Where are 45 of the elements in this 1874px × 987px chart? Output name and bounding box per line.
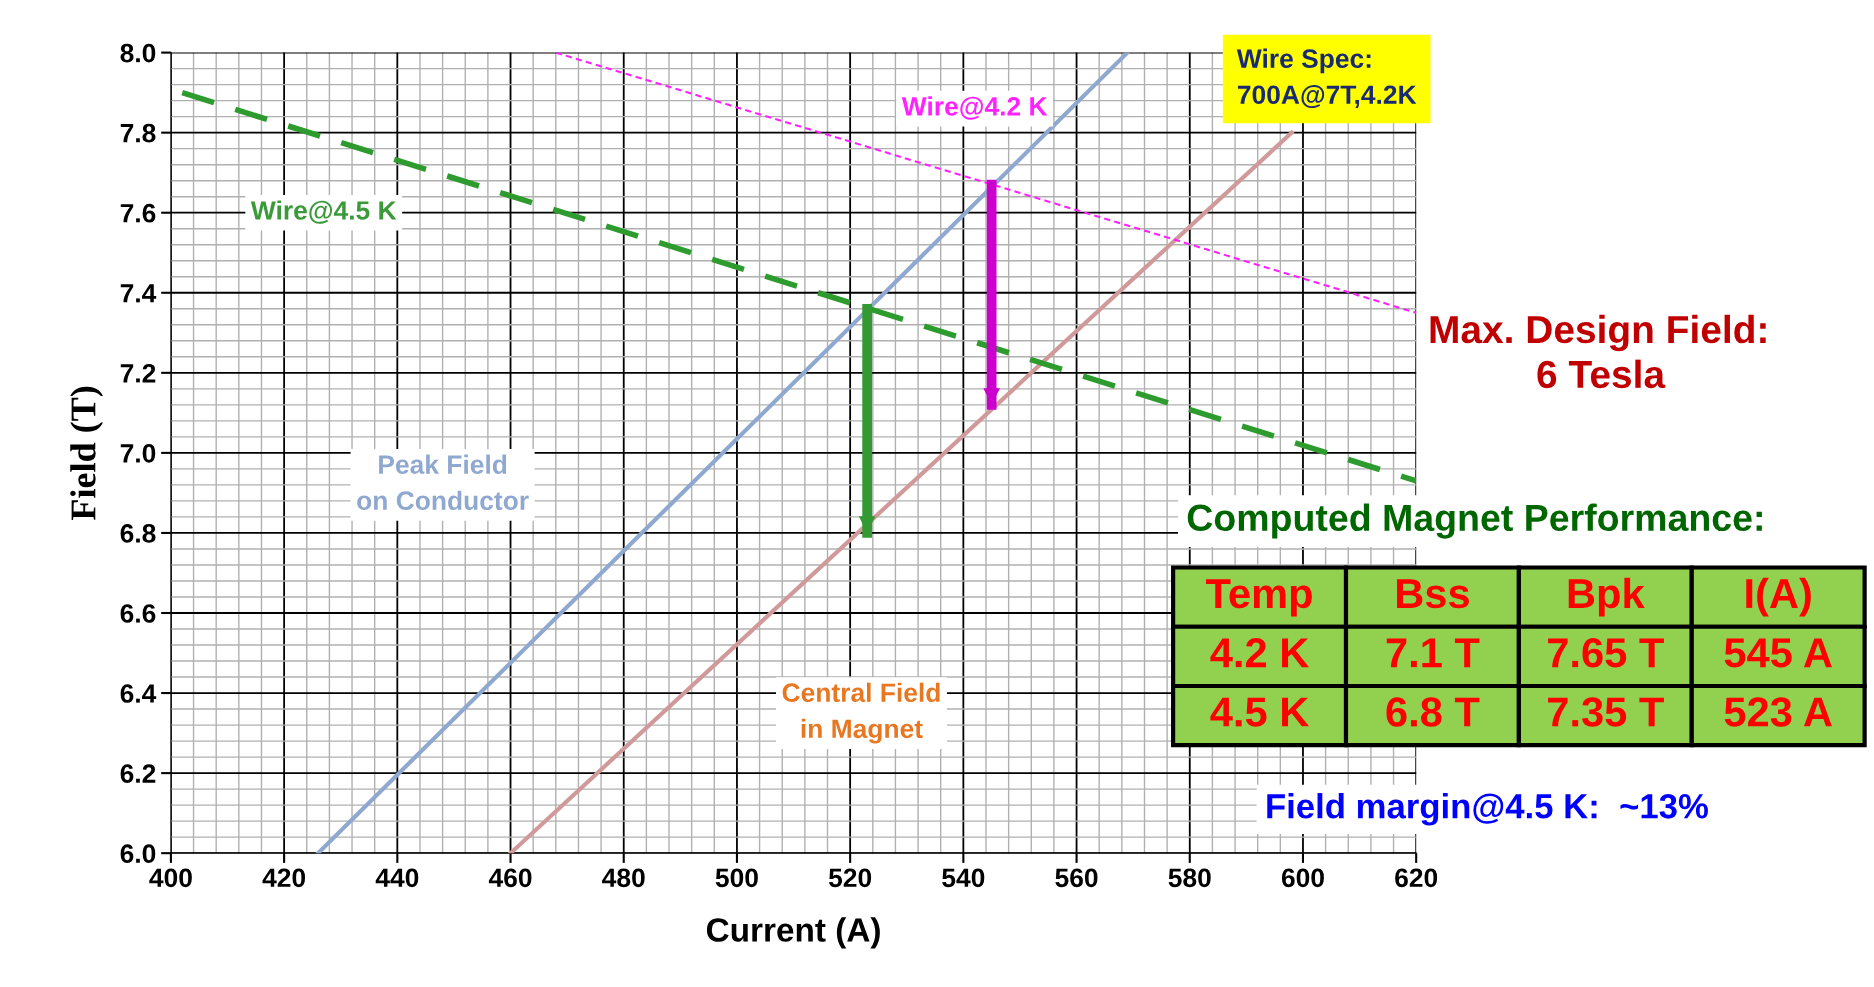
- x-axis-title: Current (A): [706, 917, 880, 949]
- x-tick-label: 620: [1395, 868, 1438, 888]
- x-tick-label: 460: [488, 868, 532, 888]
- x-tick-label: 560: [1055, 868, 1098, 888]
- x-tick-label: 400: [149, 868, 192, 888]
- annotation: Field margin@4.5 K: ~13%: [1267, 793, 1708, 826]
- x-tick-label: 540: [942, 868, 985, 888]
- series-label: Wire@4.5 K: [250, 200, 397, 224]
- x-tick-label: 600: [1281, 868, 1324, 888]
- y-tick-label: 7.2: [120, 363, 156, 383]
- text: 7.35 T: [1548, 697, 1664, 727]
- text: 545 A: [1724, 638, 1832, 668]
- text: Max. Design Field: 6 Tesla: [1430, 314, 1766, 389]
- annotation: Temp: [1206, 579, 1312, 617]
- y-tick-label: 7.0: [120, 444, 156, 463]
- x-tick-label: 420: [262, 868, 306, 888]
- series-label: Wire@4.2 K: [901, 96, 1048, 120]
- y-tick-label: 7.8: [120, 123, 156, 143]
- y-tick-label: 6.2: [120, 764, 156, 783]
- text: Peak Field on Conductor: [357, 454, 529, 511]
- y-tick-label: 6.8: [120, 524, 156, 543]
- y-tick-label: 6.0: [120, 844, 156, 863]
- text: I(A): [1746, 577, 1811, 617]
- text: 523 A: [1724, 697, 1832, 727]
- text: Central Field in Magnet: [782, 682, 940, 744]
- annotation: Wire Spec: 700A@7T,4.2K: [1236, 48, 1417, 108]
- text: 7.65 T: [1548, 638, 1664, 668]
- x-tick-label: 520: [828, 868, 872, 888]
- x-tick-label: 580: [1168, 868, 1211, 888]
- annotation: 4.2 K: [1210, 638, 1309, 668]
- annotation: 4.5 K: [1210, 697, 1309, 727]
- y-tick-label: 8.0: [120, 43, 156, 63]
- annotation: 6.8 T: [1386, 697, 1480, 727]
- annotation: Computed Magnet Performance:: [1187, 503, 1762, 539]
- text: Bpk: [1568, 577, 1645, 617]
- y-tick-label: 7.4: [120, 284, 157, 303]
- y-tick-label: 7.6: [120, 203, 156, 223]
- y-axis-title: Field (T): [70, 386, 103, 520]
- x-tick-label: 480: [602, 868, 645, 888]
- y-tick-label: 6.6: [120, 604, 156, 623]
- y-tick-label: 6.4: [120, 684, 157, 703]
- x-tick-label: 500: [715, 868, 758, 888]
- x-tick-label: 440: [375, 868, 419, 888]
- annotation: Bss: [1397, 579, 1469, 609]
- annotation: 7.1 T: [1386, 638, 1480, 668]
